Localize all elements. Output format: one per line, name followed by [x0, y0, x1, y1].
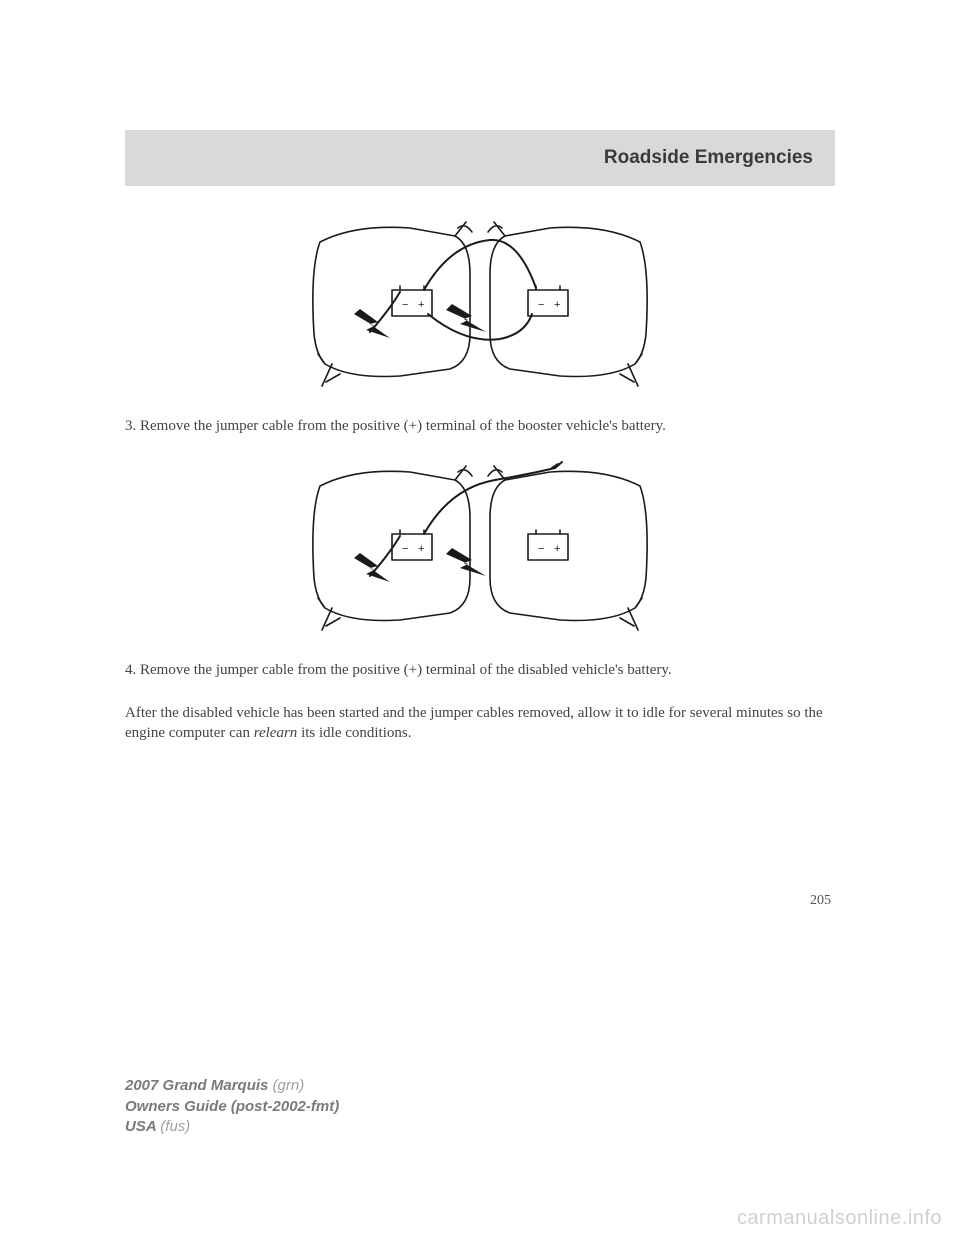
footer-region: USA	[125, 1118, 160, 1135]
footer-model-code: (grn)	[273, 1077, 305, 1094]
page-number: 205	[125, 893, 835, 909]
svg-text:−: −	[402, 299, 408, 311]
svg-text:+: +	[418, 299, 424, 311]
svg-text:+: +	[418, 543, 424, 555]
svg-text:−: −	[538, 299, 544, 311]
watermark: carmanualsonline.info	[737, 1207, 942, 1230]
jumper-diagram-1: − + − +	[300, 214, 660, 394]
after-text-pre: After the disabled vehicle has been star…	[125, 705, 823, 741]
step-4-text: 4. Remove the jumper cable from the posi…	[125, 660, 835, 680]
svg-text:+: +	[554, 299, 560, 311]
footer-region-code: (fus)	[160, 1118, 190, 1135]
step-3-text: 3. Remove the jumper cable from the posi…	[125, 416, 835, 436]
section-title: Roadside Emergencies	[604, 147, 813, 169]
after-text: After the disabled vehicle has been star…	[125, 703, 835, 744]
footer-model: 2007 Grand Marquis	[125, 1077, 273, 1094]
after-text-italic: relearn	[254, 725, 298, 741]
footer-guide: Owners Guide (post-2002-fmt)	[125, 1097, 339, 1117]
svg-text:−: −	[538, 543, 544, 555]
jumper-diagram-2: − + − +	[300, 458, 660, 638]
svg-text:+: +	[554, 543, 560, 555]
footer-block: 2007 Grand Marquis (grn) Owners Guide (p…	[125, 1076, 339, 1137]
svg-text:−: −	[402, 543, 408, 555]
section-header: Roadside Emergencies	[125, 130, 835, 186]
after-text-post: its idle conditions.	[297, 725, 411, 741]
